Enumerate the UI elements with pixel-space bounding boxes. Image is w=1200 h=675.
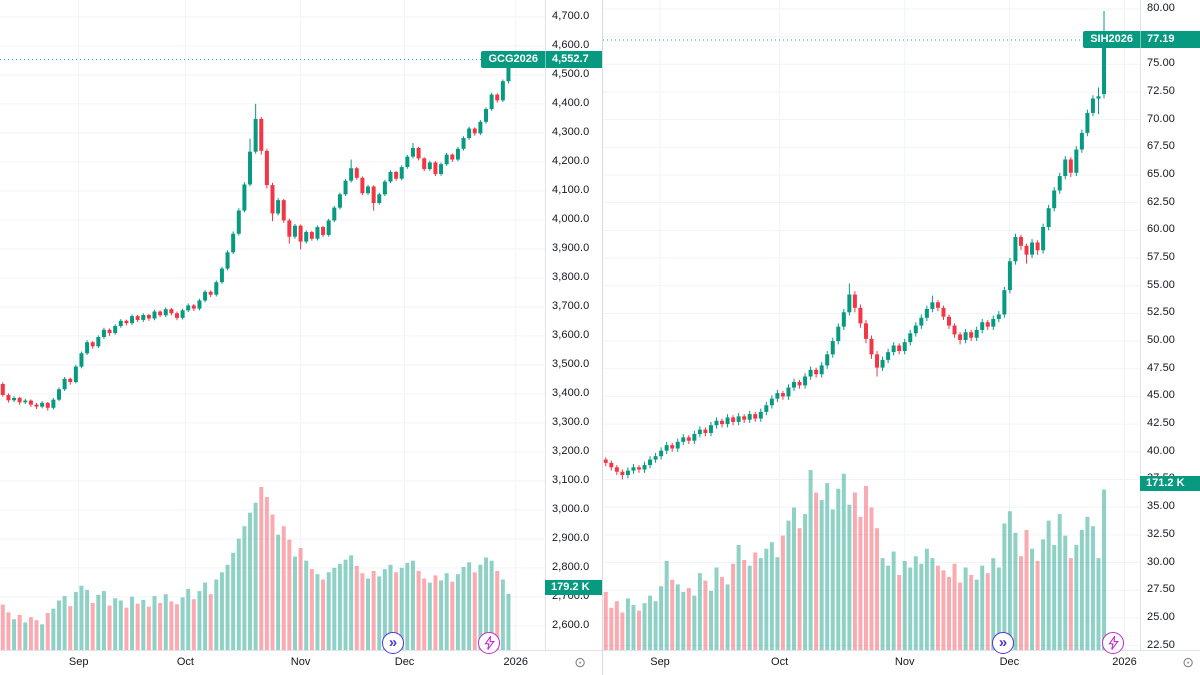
- price-tick-label: 30.00: [1147, 555, 1176, 568]
- price-tick-label: 3,600.0: [552, 328, 590, 341]
- price-tick-label: 3,800.0: [552, 270, 590, 283]
- fast-forward-icon: »: [388, 633, 398, 651]
- last-price-tag: SIH2026 77.19: [1083, 30, 1200, 48]
- gold-price-pane[interactable]: »: [0, 0, 545, 654]
- price-tick-label: 3,100.0: [552, 473, 590, 486]
- price-tag: 4,552.7: [545, 50, 602, 68]
- price-tick-label: 75.00: [1147, 57, 1176, 70]
- price-tick-label: 25.00: [1147, 610, 1176, 623]
- volume-tag: 179.2 K: [545, 579, 602, 595]
- corner-target-icon[interactable]: ⊙: [574, 654, 586, 670]
- price-tick-label: 40.00: [1147, 444, 1176, 457]
- price-tick-label: 4,200.0: [552, 154, 590, 167]
- price-tick-label: 55.00: [1147, 278, 1176, 291]
- flash-button[interactable]: [478, 632, 500, 654]
- time-axis-labels: Sep Oct Nov Dec 2026: [603, 651, 1200, 675]
- price-tick-label: 27.50: [1147, 583, 1176, 596]
- time-axis-label: 2026: [1112, 656, 1137, 668]
- symbol-tag: GCG2026: [481, 50, 545, 68]
- flash-button[interactable]: [1102, 632, 1124, 654]
- price-tick-label: 62.50: [1147, 195, 1176, 208]
- price-tick-label: 2,800.0: [552, 560, 590, 573]
- fast-forward-icon: »: [998, 633, 1008, 651]
- time-axis-label: Oct: [771, 656, 789, 668]
- price-tick-label: 4,000.0: [552, 212, 590, 225]
- price-tick-label: 4,300.0: [552, 125, 590, 138]
- price-tick-label: 3,400.0: [552, 386, 590, 399]
- volume-tag: 171.2 K: [1140, 475, 1200, 491]
- price-tick-label: 3,900.0: [552, 241, 590, 254]
- price-tick-label: 3,300.0: [552, 415, 590, 428]
- lightning-bolt-icon: [483, 636, 495, 650]
- price-tick-label: 72.50: [1147, 84, 1176, 97]
- price-tick-label: 45.00: [1147, 389, 1176, 402]
- price-tick-label: 65.00: [1147, 167, 1176, 180]
- gold-candlestick-volume-plot[interactable]: [0, 0, 545, 650]
- price-tick-label: 35.00: [1147, 500, 1176, 513]
- price-tick-label: 4,400.0: [552, 96, 590, 109]
- chart-panel-silver-futures: » SIH2026 77.19 171.2 K 80.00 75.00 72.50 7…: [603, 0, 1200, 675]
- time-axis[interactable]: Sep Oct Nov Dec 2026 ⊙: [0, 650, 602, 675]
- price-tick-label: 47.50: [1147, 361, 1176, 374]
- price-tick-label: 50.00: [1147, 334, 1176, 347]
- lightning-bolt-icon: [1107, 636, 1119, 650]
- price-tick-label: 4,100.0: [552, 183, 590, 196]
- price-tick-label: 3,000.0: [552, 502, 590, 515]
- price-tick-label: 4,700.0: [552, 9, 590, 22]
- time-axis-label: Dec: [394, 656, 415, 668]
- go-to-realtime-button[interactable]: »: [992, 632, 1014, 654]
- price-tick-label: 3,500.0: [552, 357, 590, 370]
- silver-candlestick-volume-plot[interactable]: [603, 0, 1140, 650]
- time-axis-label: Nov: [894, 656, 915, 668]
- price-tick-label: 4,500.0: [552, 67, 590, 80]
- time-axis-label: Oct: [176, 656, 194, 668]
- price-tick-label: 4,600.0: [552, 38, 590, 51]
- time-axis-label: 2026: [503, 656, 529, 668]
- time-axis-label: Nov: [290, 656, 311, 668]
- chart-panel-gold-futures: » GCG2026 4,552.7 179.2 K 4,700.0 4,600.0…: [0, 0, 602, 675]
- price-tick-label: 2,900.0: [552, 531, 590, 544]
- price-tick-label: 67.50: [1147, 140, 1176, 153]
- go-to-realtime-button[interactable]: »: [382, 632, 404, 654]
- price-axis[interactable]: 80.00 75.00 72.50 70.00 67.50 65.00 62.50 60.00…: [1140, 0, 1200, 651]
- silver-price-pane[interactable]: »: [603, 0, 1140, 654]
- price-tick-label: 70.00: [1147, 112, 1176, 125]
- chart-divider[interactable]: [602, 0, 603, 675]
- time-axis-labels: Sep Oct Nov Dec 2026: [0, 651, 602, 675]
- symbol-tag: SIH2026: [1083, 30, 1140, 48]
- last-price-tag: GCG2026 4,552.7: [481, 50, 602, 68]
- price-tag: 77.19: [1140, 30, 1200, 48]
- price-tick-label: 60.00: [1147, 223, 1176, 236]
- price-tick-label: 3,700.0: [552, 299, 590, 312]
- corner-target-icon[interactable]: ⊙: [1182, 654, 1194, 670]
- price-tick-label: 80.00: [1147, 1, 1176, 14]
- time-axis-label: Sep: [650, 656, 670, 668]
- price-tick-label: 32.50: [1147, 527, 1176, 540]
- time-axis-label: Dec: [999, 656, 1020, 668]
- price-tick-label: 42.50: [1147, 417, 1176, 430]
- price-tick-label: 3,200.0: [552, 444, 590, 457]
- price-tick-label: 52.50: [1147, 306, 1176, 319]
- price-tick-label: 57.50: [1147, 251, 1176, 263]
- time-axis[interactable]: Sep Oct Nov Dec 2026 ⊙: [603, 650, 1200, 675]
- time-axis-label: Sep: [68, 656, 89, 668]
- price-tick-label: 22.50: [1147, 638, 1176, 651]
- price-tick-label: 2,600.0: [552, 618, 590, 631]
- price-axis[interactable]: 4,700.0 4,600.0 4,500.0 4,400.0 4,300.0 4,200…: [545, 0, 602, 650]
